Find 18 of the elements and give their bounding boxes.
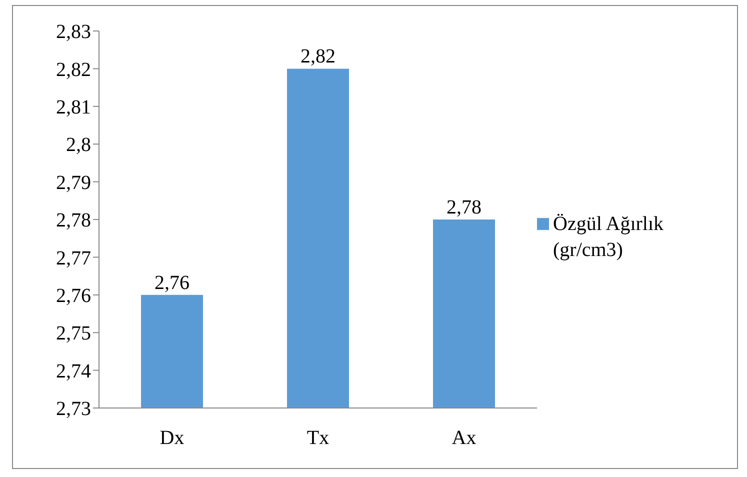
y-tick-label: 2,8	[66, 134, 91, 156]
y-tick-label: 2,77	[56, 247, 91, 270]
x-tick-label: Ax	[452, 427, 476, 450]
x-tick-label: Tx	[306, 427, 330, 450]
x-tick-label: Dx	[160, 427, 184, 450]
data-label: 2,82	[300, 46, 336, 68]
y-tick-label: 2,82	[56, 58, 91, 81]
y-tick-label: 2,76	[56, 285, 91, 307]
data-label: 2,78	[446, 196, 482, 218]
y-tick-label: 2,79	[56, 172, 91, 194]
y-tick-label: 2,74	[56, 360, 91, 382]
y-tick-label: 2,83	[56, 21, 91, 44]
y-tick-label: 2,81	[56, 96, 91, 118]
y-tick-label: 2,78	[56, 210, 91, 232]
legend-label: Özgül Ağırlık (gr/cm3)	[553, 212, 665, 263]
y-tick-label: 2,73	[56, 398, 91, 420]
y-tick-label: 2,75	[56, 322, 91, 345]
data-label: 2,76	[154, 272, 190, 294]
